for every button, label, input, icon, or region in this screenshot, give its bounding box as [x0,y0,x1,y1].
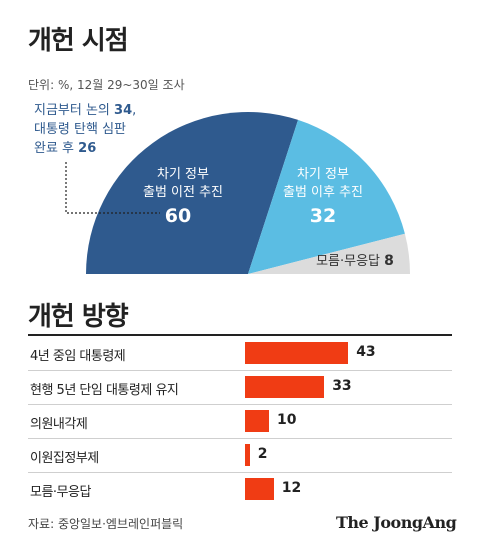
bar [245,376,325,398]
annotation-line1: 지금부터 논의 34, [34,103,136,118]
bar [245,342,349,364]
unit-note: 단위: %, 12월 29~30일 조사 [28,78,185,92]
slice-label-no-answer: 모름·무응답 8 [316,253,394,269]
bar-category-label: 4년 중임 대통령제 [30,349,126,364]
bar-category-label: 이원집정부제 [30,451,99,466]
chart-title-timing: 개헌 시점 [28,26,129,56]
bar-value-label: 10 [277,412,297,428]
row-divider [28,404,452,405]
annotation-value-26: 26 [78,141,96,156]
brand-logo: The JoongAng [336,513,457,532]
slice-no-answer [248,233,410,274]
bar-category-label: 현행 5년 단임 대통령제 유지 [30,383,179,398]
row-divider [28,370,452,371]
bar-category-label: 의원내각제 [30,417,88,432]
annotation-line2: 대통령 탄핵 심판 [34,122,126,137]
slice-value-after: 32 [310,205,336,227]
title-rule [28,334,452,336]
slice-label-before-line1: 차기 정부 [157,167,209,182]
slice-after-next-gov [248,119,405,275]
bar-value-label: 12 [281,480,302,496]
slice-before-next-gov [86,112,299,274]
bar-category-label: 모름·무응답 [30,485,91,500]
source-note: 자료: 중앙일보·엠브레인퍼블릭 [28,517,184,531]
slice-label-after-line1: 차기 정부 [297,167,349,182]
bar-value-label: 33 [332,378,352,394]
bar [245,410,269,432]
slice-label-before-line2: 출범 이전 추진 [143,185,223,200]
annotation-leader-line [65,162,160,214]
bar-value-label: 43 [356,344,376,360]
annotation-value-34: 34 [114,103,132,118]
bar [245,444,250,466]
bar-value-label: 2 [257,446,268,462]
slice-value-before: 60 [165,205,191,227]
row-divider [28,472,452,473]
slice-label-after-line2: 출범 이후 추진 [283,185,363,200]
bar [245,478,274,500]
annotation-line3: 완료 후 26 [34,141,96,156]
chart-title-direction: 개헌 방향 [28,302,129,332]
slice-value-no-answer: 8 [384,253,394,269]
row-divider [28,438,452,439]
